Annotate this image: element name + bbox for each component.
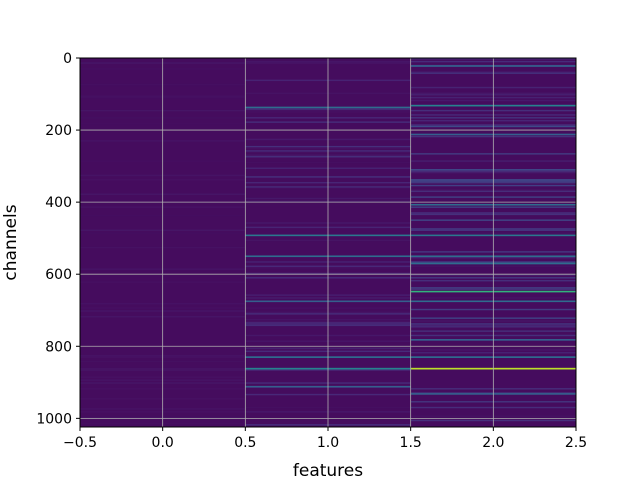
y-tick-label: 400 [45,195,72,211]
x-tick-label: 0.0 [152,435,174,451]
x-tick-label: 1.5 [400,435,422,451]
x-tick-label: 2.0 [482,435,504,451]
y-tick-label: 200 [45,123,72,139]
x-tick-label: 2.5 [565,435,587,451]
y-tick-label: 1000 [36,411,72,427]
y-axis-ticks: 0 200 400 600 800 1000 [36,51,80,427]
x-tick-label: 0.5 [234,435,256,451]
x-tick-label: 1.0 [317,435,339,451]
y-tick-label: 0 [63,51,72,67]
x-tick-label: −0.5 [63,435,97,451]
y-axis-label: channels [1,204,21,280]
y-tick-label: 800 [45,339,72,355]
x-axis-ticks: −0.5 0.0 0.5 1.0 1.5 2.0 2.5 [63,427,587,451]
y-tick-label: 600 [45,267,72,283]
x-axis-label: features [293,461,363,480]
